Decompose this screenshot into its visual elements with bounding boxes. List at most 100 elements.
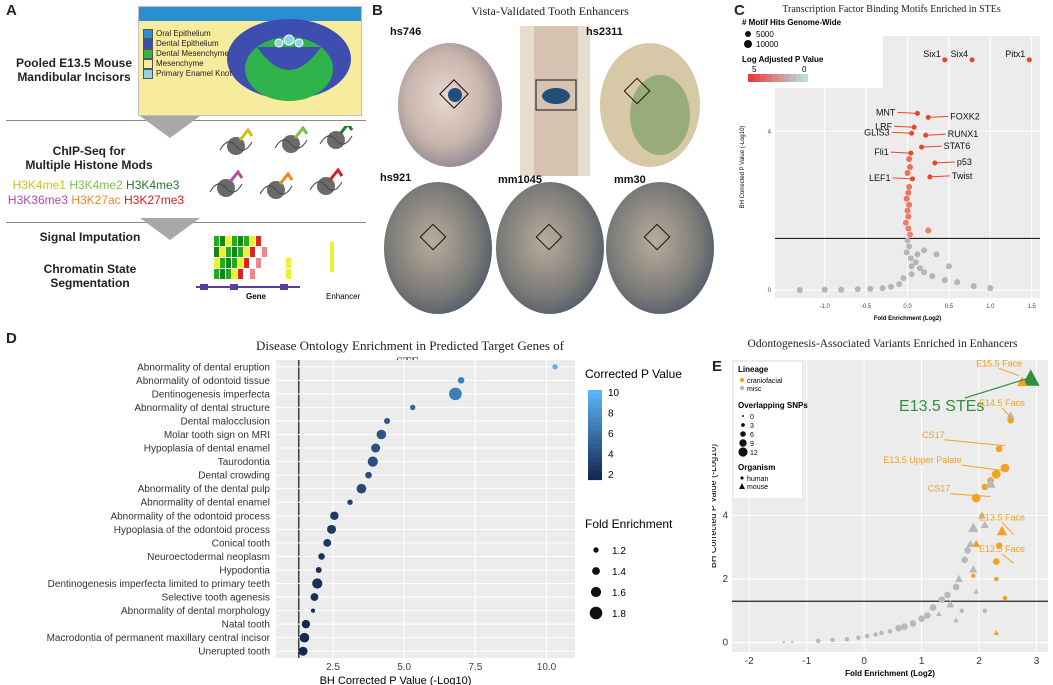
- histone-tail-mark: [293, 126, 309, 139]
- motif-point-labeled: [1026, 57, 1032, 63]
- variant-point-human: [994, 576, 999, 582]
- chromatin-state-cell: [286, 269, 291, 279]
- chromatin-state-cell: [238, 236, 243, 246]
- x-tick-label: 2: [976, 656, 982, 667]
- legend-color-step: [784, 74, 790, 82]
- panel-b: Vista-Validated Tooth Enhancers: [370, 0, 730, 325]
- legend-snps-label: 12: [750, 450, 758, 457]
- motif-point: [914, 251, 921, 258]
- ste-label: E13.5 STEs: [899, 398, 984, 415]
- variant-point-human: [924, 612, 931, 619]
- legend-lineage-label: craniofacial: [747, 378, 783, 385]
- motif-label: MNT: [876, 107, 896, 117]
- motif-point: [900, 275, 907, 282]
- x-tick-label: 7.5: [468, 662, 482, 673]
- embryo-label-hs746: hs746: [390, 26, 422, 38]
- chromatin-state-cell: [226, 269, 231, 279]
- annotation-label: CS17: [922, 430, 945, 440]
- chromatin-state-cell: [220, 258, 225, 268]
- motif-point: [903, 249, 910, 256]
- legend-snps-label: 0: [750, 414, 754, 421]
- term-dot: [310, 608, 316, 613]
- mark-h3k36me3: H3K36me3: [7, 193, 68, 207]
- variant-point-mouse: [996, 525, 1008, 536]
- term-label: Dentinogenesis imperfecta limited to pri…: [48, 579, 270, 590]
- variant-point-human: [830, 637, 835, 643]
- enamel-knot-center: [283, 34, 295, 46]
- stage-pool-line1: Pooled E13.5 Mouse: [15, 56, 133, 70]
- variant-point-human: [895, 624, 902, 632]
- legend-color-step: [790, 74, 796, 82]
- term-label: Abnormality of odontoid tissue: [136, 376, 270, 387]
- chromatin-state-cell: [250, 236, 255, 246]
- variant-point-human: [791, 640, 794, 644]
- term-label: Neuroectodermal neoplasm: [147, 552, 270, 563]
- legend-snps-title: Overlapping SNPs: [738, 401, 808, 410]
- embryo-hs2311-box: [535, 79, 577, 111]
- variant-point-mouse: [953, 617, 959, 623]
- tissue-legend-item: Mesenchyme: [143, 59, 232, 69]
- variant-point-mouse: [973, 588, 979, 594]
- stage-pool-line2: Mandibular Incisors: [17, 70, 131, 84]
- chromatin-state-cell: [226, 236, 231, 246]
- motif-label: Six1: [923, 49, 941, 59]
- legend-color-step: [754, 74, 760, 82]
- variant-point-human: [992, 558, 1000, 565]
- color-legend-step: [588, 448, 602, 454]
- embryo-hs2311-lateral-box: [623, 77, 651, 105]
- term-dot: [457, 377, 465, 384]
- chart-c: -1.0 -0.5 0.0 0.5 1.0 1.5 0 4 Six1 Six4 Pitx1 MNT FO…: [738, 16, 1040, 322]
- legend-color-step: [796, 74, 802, 82]
- tissue-legend-item: Primary Enamel Knot: [143, 69, 232, 79]
- x-axis-label: Fold Enrichment (Log2): [845, 669, 935, 678]
- variant-point-human: [929, 604, 937, 611]
- color-legend-step: [588, 412, 602, 418]
- variant-point-human: [909, 620, 917, 627]
- embryo-label-mm1045: mm1045: [498, 174, 543, 186]
- motif-point: [906, 156, 913, 163]
- x-tick-label: -1.0: [820, 304, 831, 310]
- variant-point-human: [971, 573, 976, 579]
- legend-organism-mouse-shape: [739, 483, 745, 489]
- term-dot: [323, 538, 332, 547]
- term-dot: [449, 387, 462, 401]
- chromatin-state-cell: [214, 269, 219, 279]
- motif-label: Twist: [952, 171, 973, 181]
- motif-label-leader: [928, 115, 949, 118]
- panel-letter-e: E: [712, 358, 723, 375]
- motif-point: [906, 164, 913, 170]
- term-dot: [301, 619, 311, 629]
- mark-h3k27ac: H3K27ac: [71, 193, 121, 207]
- color-legend-step: [588, 430, 602, 436]
- motif-point: [905, 225, 912, 232]
- term-label: Abnormality of the odontoid process: [110, 511, 270, 522]
- plot-background: [276, 360, 575, 658]
- variant-point-human: [856, 635, 861, 640]
- motif-point-labeled: [942, 57, 948, 63]
- motif-point: [854, 286, 861, 293]
- histone-tail-mark: [328, 167, 344, 181]
- variant-point-human: [961, 556, 968, 564]
- motif-point: [921, 269, 928, 276]
- stage-chromatin-line1: Chromatin State: [43, 262, 137, 276]
- term-label: Abnormality of dental eruption: [137, 362, 270, 373]
- x-tick-label: 0: [861, 656, 867, 667]
- legend-lineage-dot: [739, 377, 745, 383]
- annotation-label: CS17: [928, 484, 951, 494]
- embryo-hs2311-stain: [542, 88, 570, 104]
- chromatin-state-cell: [226, 258, 231, 268]
- motif-point: [904, 207, 911, 214]
- motif-label: RUNX1: [948, 129, 979, 139]
- embryo-mm30-box: [643, 223, 671, 251]
- legend-color-max: 5: [752, 65, 757, 74]
- variant-point-mouse: [985, 478, 996, 488]
- x-tick-label: -2: [745, 656, 754, 667]
- motif-label: STAT6: [944, 141, 971, 151]
- histone-marks: H3K4me1 H3K4me2 H3K4me3 H3K36me3 H3K27ac…: [6, 178, 186, 208]
- panel-b-title: Vista-Validated Tooth Enhancers: [471, 4, 629, 18]
- size-legend-dot: [590, 586, 602, 598]
- tissue-diagram: Oral Epithelium Dental Epithelium Dental M…: [138, 6, 362, 116]
- size-legend-dot: [592, 567, 600, 575]
- chromatin-state-cell: [232, 247, 237, 257]
- annotation-leader: [998, 367, 1020, 377]
